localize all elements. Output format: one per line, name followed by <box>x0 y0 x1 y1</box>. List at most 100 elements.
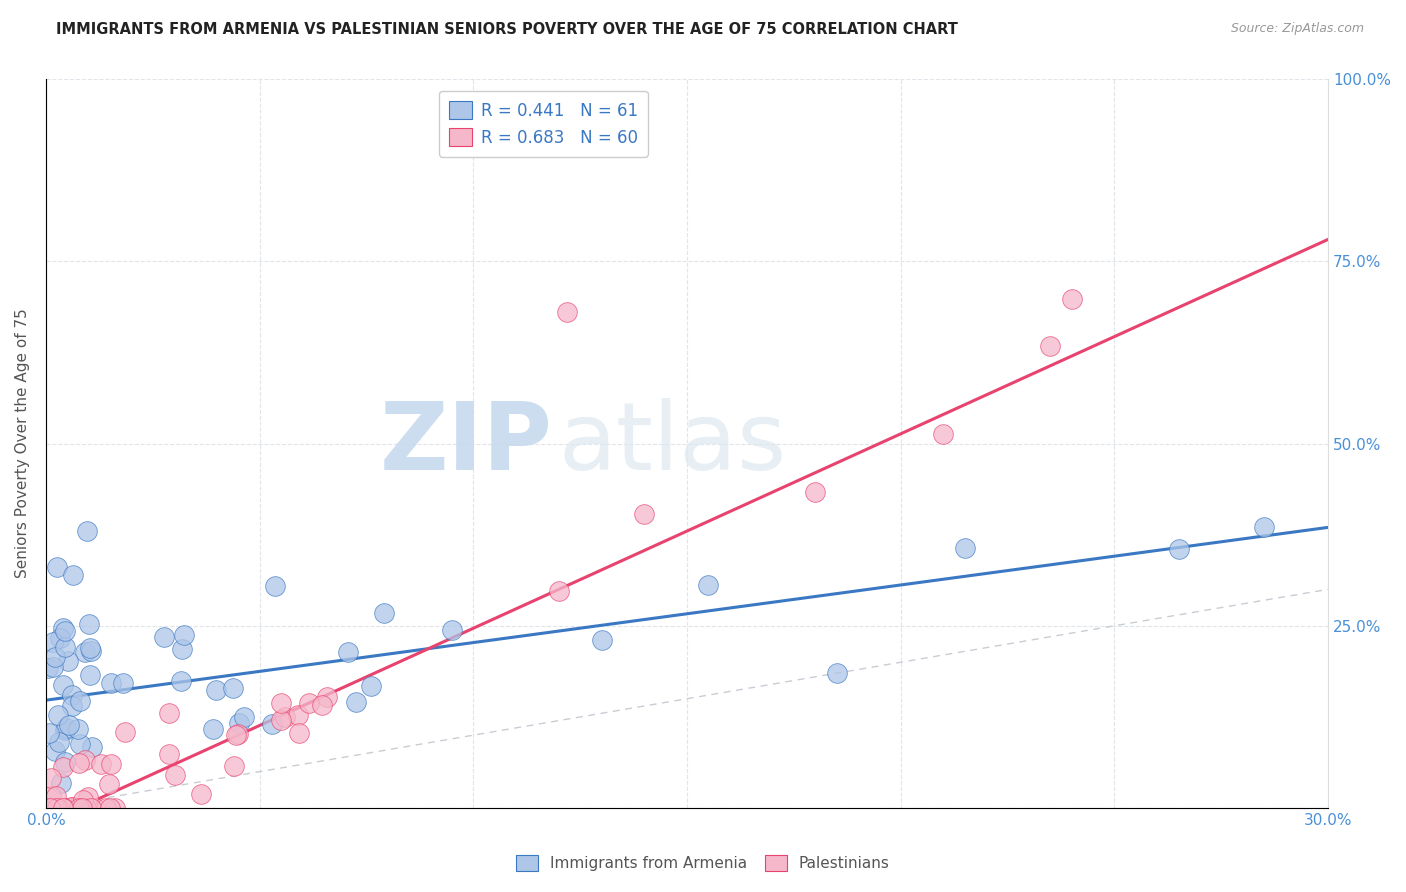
Point <box>52 801 75 815</box>
Point <box>46 707 69 722</box>
Point <box>274 709 297 723</box>
Y-axis label: Seniors Poverty Over the Age of 75: Seniors Poverty Over the Age of 75 <box>15 309 30 578</box>
Point <box>42 635 65 649</box>
Point <box>53 624 76 638</box>
Point <box>222 759 245 773</box>
Point <box>547 583 569 598</box>
Point <box>55 722 77 736</box>
Point <box>49 801 72 815</box>
Point <box>152 630 174 644</box>
Point <box>62 567 84 582</box>
Point <box>1039 339 1062 353</box>
Point <box>100 676 122 690</box>
Point <box>49 632 72 646</box>
Point <box>157 706 180 721</box>
Point <box>75 753 97 767</box>
Point <box>62 800 84 814</box>
Point <box>79 668 101 682</box>
Point <box>112 676 135 690</box>
Point <box>1253 520 1275 534</box>
Point <box>440 624 463 638</box>
Point <box>67 801 90 815</box>
Point <box>1167 542 1189 557</box>
Point <box>225 728 247 742</box>
Point <box>58 655 80 669</box>
Point <box>51 776 73 790</box>
Point <box>233 710 256 724</box>
Point <box>84 801 107 815</box>
Point <box>38 801 60 815</box>
Point <box>104 801 127 815</box>
Point <box>60 699 83 714</box>
Point <box>76 524 98 538</box>
Point <box>170 673 193 688</box>
Point <box>165 767 187 781</box>
Point <box>270 696 292 710</box>
Point <box>53 801 76 815</box>
Point <box>53 723 76 737</box>
Point <box>172 642 194 657</box>
Point <box>336 645 359 659</box>
Point <box>60 800 83 814</box>
Legend: Immigrants from Armenia, Palestinians: Immigrants from Armenia, Palestinians <box>510 849 896 877</box>
Point <box>69 693 91 707</box>
Point <box>52 801 75 815</box>
Point <box>55 755 77 769</box>
Point <box>697 578 720 592</box>
Point <box>39 789 62 803</box>
Text: IMMIGRANTS FROM ARMENIA VS PALESTINIAN SENIORS POVERTY OVER THE AGE OF 75 CORREL: IMMIGRANTS FROM ARMENIA VS PALESTINIAN S… <box>56 22 957 37</box>
Point <box>228 715 250 730</box>
Point <box>38 726 60 740</box>
Point <box>79 644 101 658</box>
Point <box>59 801 82 815</box>
Point <box>45 789 67 803</box>
Point <box>205 682 228 697</box>
Point <box>80 740 103 755</box>
Point <box>76 801 98 815</box>
Point <box>79 640 101 655</box>
Point <box>825 665 848 680</box>
Point <box>932 426 955 441</box>
Point <box>201 722 224 736</box>
Point <box>60 688 83 702</box>
Point <box>360 679 382 693</box>
Point <box>262 717 284 731</box>
Point <box>46 560 69 574</box>
Point <box>311 698 333 712</box>
Point <box>591 633 613 648</box>
Point <box>67 722 90 736</box>
Point <box>79 617 101 632</box>
Point <box>315 690 337 704</box>
Legend: R = 0.441   N = 61, R = 0.683   N = 60: R = 0.441 N = 61, R = 0.683 N = 60 <box>439 91 648 157</box>
Point <box>94 801 117 815</box>
Text: atlas: atlas <box>558 398 787 490</box>
Point <box>38 801 60 815</box>
Point <box>56 801 79 815</box>
Point <box>344 695 367 709</box>
Point <box>44 801 66 815</box>
Point <box>90 757 112 772</box>
Point <box>67 756 90 771</box>
Point <box>287 708 309 723</box>
Point <box>52 620 75 634</box>
Point <box>190 787 212 801</box>
Point <box>53 640 76 655</box>
Point <box>226 727 249 741</box>
Text: Source: ZipAtlas.com: Source: ZipAtlas.com <box>1230 22 1364 36</box>
Point <box>557 305 579 319</box>
Point <box>157 747 180 762</box>
Point <box>953 541 976 555</box>
Point <box>52 678 75 692</box>
Point <box>804 484 827 499</box>
Point <box>72 793 94 807</box>
Point <box>44 650 66 665</box>
Point <box>37 801 59 815</box>
Point <box>270 713 292 727</box>
Point <box>45 801 67 815</box>
Point <box>298 696 321 710</box>
Point <box>41 660 63 674</box>
Point <box>37 661 59 675</box>
Point <box>100 801 122 815</box>
Point <box>69 737 91 751</box>
Point <box>70 801 93 815</box>
